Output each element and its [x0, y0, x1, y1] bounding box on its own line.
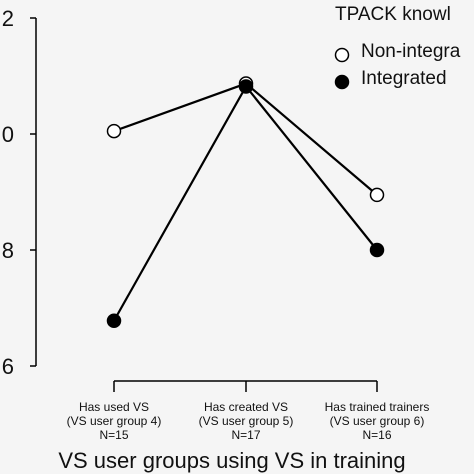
x-category-label: Has created VS — [204, 400, 288, 414]
y-tick-label: 0 — [2, 122, 14, 147]
series-line-integrated — [113, 84, 378, 322]
data-point-non-integrated — [106, 123, 122, 139]
x-category-label: (VS user group 4) — [67, 414, 162, 428]
data-point-non-integrated — [369, 187, 385, 203]
x-axis-label: VS user groups using VS in training — [58, 448, 405, 473]
x-category-label: (VS user group 5) — [199, 414, 294, 428]
x-category-label: N=15 — [99, 428, 128, 442]
y-tick-label: 6 — [2, 354, 14, 379]
data-point-integrated — [369, 242, 385, 258]
x-category-label: N=17 — [231, 428, 260, 442]
series-layer — [106, 76, 385, 329]
y-tick-label: 8 — [2, 238, 14, 263]
legend-marker-non-integrated — [334, 47, 350, 63]
x-ticks: Has used VS(VS user group 4)N=15 Has crea… — [67, 381, 430, 442]
data-point-integrated — [106, 313, 122, 329]
x-category-label: Has trained trainers — [325, 400, 430, 414]
x-category-label: (VS user group 6) — [330, 414, 425, 428]
legend-marker-integrated — [334, 74, 350, 90]
data-point-integrated — [238, 79, 254, 94]
legend-label-non-integrated: Non-integra — [361, 41, 461, 62]
legend: TPACK knowl Non-integra Integrated — [334, 4, 461, 90]
legend-title: TPACK knowl — [335, 4, 451, 25]
series-line-non-integrated — [113, 82, 378, 196]
x-category-label: Has used VS — [79, 400, 149, 414]
y-tick-label: 2 — [2, 6, 14, 31]
legend-label-integrated: Integrated — [361, 68, 447, 89]
x-category-label: N=16 — [362, 428, 391, 442]
